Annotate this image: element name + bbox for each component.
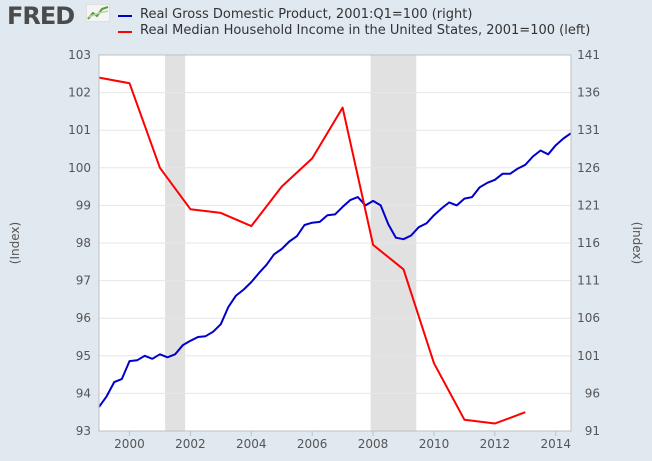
right-axis-tick-label: 106: [577, 311, 600, 325]
right-axis-tick-label: 91: [585, 424, 600, 438]
left-axis-tick-label: 93: [76, 424, 91, 438]
x-axis-tick-label: 2014: [541, 437, 572, 451]
right-axis-tick-label: 136: [577, 86, 600, 100]
x-axis-tick-label: 2004: [236, 437, 267, 451]
left-axis-tick-label: 98: [76, 236, 91, 250]
right-axis-label: (Index): [630, 222, 644, 264]
legend-swatch-income: [118, 31, 132, 33]
left-axis-tick-label: 97: [76, 274, 91, 288]
right-axis-tick-label: 96: [585, 386, 600, 400]
x-axis-tick-label: 2006: [297, 437, 328, 451]
left-axis-tick-label: 102: [68, 86, 91, 100]
right-axis-tick-label: 131: [577, 123, 600, 137]
right-axis-tick-label: 101: [577, 349, 600, 363]
plot-border: [98, 54, 572, 432]
x-axis-tick-label: 2012: [480, 437, 511, 451]
axes: 93 94 95 96 97 98 99 100 101 102 103 91 96 101 106 111 1…: [8, 48, 644, 451]
series-lines: [98, 76, 572, 425]
left-axis-label: (Index): [8, 222, 22, 264]
right-axis-tick-label: 141: [577, 48, 600, 62]
left-axis-tick-label: 96: [76, 311, 91, 325]
x-axis-tick-label: 2002: [175, 437, 206, 451]
right-axis-tick-label: 126: [577, 161, 600, 175]
x-axis-tick-label: 2008: [358, 437, 389, 451]
left-axis-tick-label: 95: [76, 349, 91, 363]
fred-logo[interactable]: FRED: [7, 2, 75, 30]
series-line-income: [98, 76, 526, 425]
x-axis-tick-label: 2000: [114, 437, 145, 451]
left-axis-tick-label: 103: [68, 48, 91, 62]
left-axis-tick-label: 94: [76, 386, 91, 400]
chart-header: FRED Real Gross Domestic Product, 2001:Q…: [0, 0, 652, 50]
legend-swatch-gdp: [118, 15, 132, 17]
legend-label-gdp: Real Gross Domestic Product, 2001:Q1=100…: [140, 7, 473, 22]
left-axis-tick-label: 100: [68, 161, 91, 175]
right-axis-tick-label: 116: [577, 236, 600, 250]
right-axis-tick-label: 111: [577, 274, 600, 288]
left-axis-tick-label: 99: [76, 198, 91, 212]
legend-label-income: Real Median Household Income in the Unit…: [140, 23, 591, 38]
right-axis-tick-label: 121: [577, 198, 600, 212]
series-line-gdp: [98, 132, 572, 408]
fred-logo-chart-icon: [86, 4, 110, 22]
left-axis-tick-label: 101: [68, 123, 91, 137]
x-axis-tick-label: 2010: [419, 437, 450, 451]
